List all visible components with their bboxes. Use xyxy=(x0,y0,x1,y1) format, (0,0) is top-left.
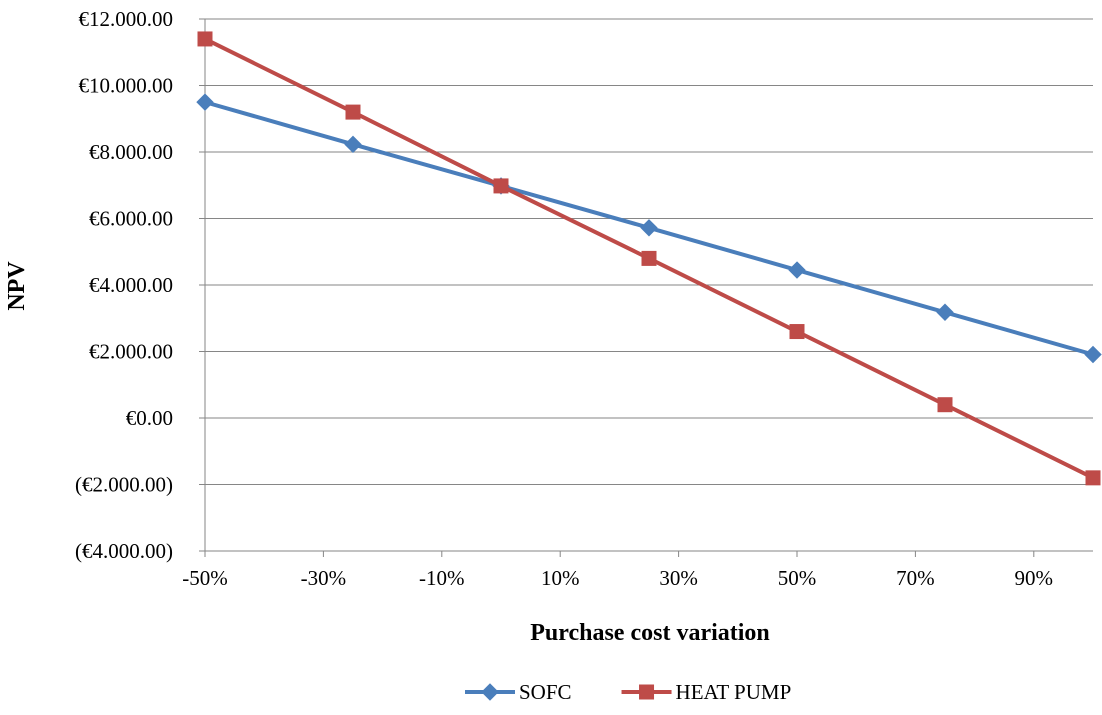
legend: SOFC HEAT PUMP xyxy=(465,680,791,704)
legend-label-heat-pump: HEAT PUMP xyxy=(676,680,792,704)
x-tick-label-1: -30% xyxy=(301,566,347,590)
y-tick-label-6: €0.00 xyxy=(126,406,173,430)
data-point-sofc-1 xyxy=(344,135,362,154)
x-tick-label-6: 70% xyxy=(896,566,935,590)
data-point-heat-pump-6 xyxy=(1085,470,1101,486)
y-tick-label-5: €2.000.00 xyxy=(89,340,173,364)
series-sofc xyxy=(196,93,1102,364)
legend-swatch-marker-sofc xyxy=(481,683,499,701)
x-axis-title: Purchase cost variation xyxy=(530,620,770,646)
x-tick-label-7: 90% xyxy=(1015,566,1054,590)
series-layer xyxy=(196,31,1102,486)
gridlines xyxy=(205,18,1093,552)
x-tick-label-4: 30% xyxy=(659,566,698,590)
x-tick-label-3: 10% xyxy=(541,566,580,590)
x-tick-labels: -50% -30% -10% 10% 30% 50% 70% 90% xyxy=(182,566,1053,590)
data-point-sofc-4 xyxy=(788,261,806,279)
y-tick-label-7: (€2.000.00) xyxy=(75,473,173,497)
y-tick-label-8: (€4.000.00) xyxy=(75,539,173,563)
y-tick-label-0: €12.000.00 xyxy=(79,7,174,31)
data-point-heat-pump-2 xyxy=(493,178,509,194)
legend-item-sofc: SOFC xyxy=(465,680,572,704)
data-point-heat-pump-4 xyxy=(789,324,805,340)
data-point-heat-pump-1 xyxy=(345,104,361,120)
data-point-sofc-6 xyxy=(1084,345,1102,364)
series-heat-pump xyxy=(197,31,1101,486)
data-point-heat-pump-0 xyxy=(197,31,213,47)
data-point-sofc-3 xyxy=(640,219,658,237)
data-point-sofc-0 xyxy=(196,93,214,111)
legend-item-heat-pump: HEAT PUMP xyxy=(621,680,792,704)
axes xyxy=(199,18,1093,557)
legend-label-sofc: SOFC xyxy=(519,680,572,704)
y-tick-label-1: €10.000.00 xyxy=(79,74,174,98)
y-axis-title: NPV xyxy=(4,261,30,311)
x-tick-label-0: -50% xyxy=(182,566,228,590)
data-point-heat-pump-5 xyxy=(937,397,953,413)
data-point-heat-pump-3 xyxy=(641,250,657,266)
x-tick-label-5: 50% xyxy=(778,566,817,590)
y-tick-label-4: €4.000.00 xyxy=(89,273,173,297)
y-tick-label-3: €6.000.00 xyxy=(89,207,173,231)
y-tick-labels: €12.000.00 €10.000.00 €8.000.00 €6.000.00 €4… xyxy=(75,7,173,563)
x-tick-label-2: -10% xyxy=(419,566,465,590)
legend-swatch-marker-heat-pump xyxy=(639,684,655,700)
y-tick-label-2: €8.000.00 xyxy=(89,140,173,164)
data-point-sofc-5 xyxy=(936,303,954,321)
